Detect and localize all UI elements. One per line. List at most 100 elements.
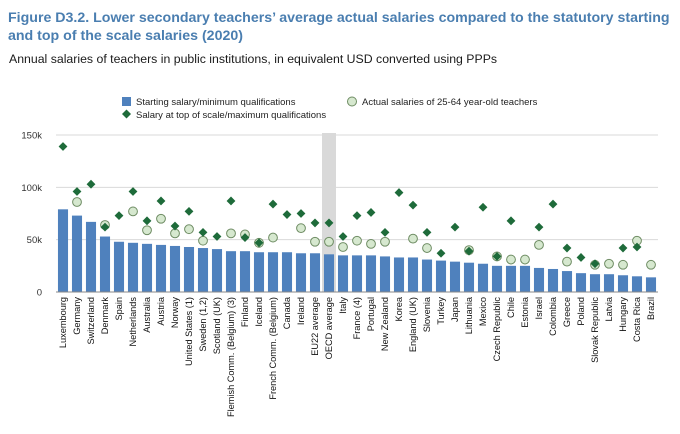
actual-salary-circle-estonia xyxy=(520,254,530,265)
chart-subtitle: Annual salaries of teachers in public in… xyxy=(9,52,498,66)
bar-eu22-average xyxy=(309,253,321,292)
bar-germany xyxy=(71,215,83,292)
x-tick-label-italy: Italy xyxy=(338,297,348,314)
actual-salary-circle-flemish-comm-belgium-3 xyxy=(226,228,236,239)
top-salary-diamond-japan xyxy=(450,222,460,232)
top-salary-diamond-switzerland xyxy=(86,179,96,189)
x-tick-label-greece: Greece xyxy=(562,297,572,327)
bar-australia xyxy=(141,243,153,292)
x-tick-label-japan: Japan xyxy=(450,297,460,322)
x-tick-label-brazil: Brazil xyxy=(646,297,656,320)
actual-salary-circle-chile xyxy=(506,254,516,265)
bar-chile xyxy=(505,265,517,292)
bar-colombia xyxy=(547,268,559,292)
top-salary-diamond-italy xyxy=(338,232,348,241)
bar-flemish-comm-belgium-3 xyxy=(225,251,237,292)
bar-french-comm-belgium xyxy=(267,252,279,292)
bar-new-zealand xyxy=(379,256,391,292)
bar-lithuania xyxy=(463,262,475,292)
top-salary-diamond-ireland xyxy=(296,209,306,218)
top-salary-diamond-sweden-1-2 xyxy=(198,227,208,237)
top-salary-diamond-costa-rica xyxy=(632,242,642,252)
chart-title: Figure D3.2. Lower secondary teachers’ a… xyxy=(8,10,670,44)
highlight-band-rect xyxy=(322,133,336,292)
actual-salary-circle-sweden-1-2 xyxy=(198,235,208,246)
top-salary-diamond-chile xyxy=(506,216,516,226)
legend-label-actual: Actual salaries of 25-64 year-old teache… xyxy=(362,97,538,108)
x-tick-label-luxembourg: Luxembourg xyxy=(58,297,68,348)
actual-salary-circle-italy xyxy=(338,242,348,252)
top-salary-diamond-french-comm-belgium xyxy=(268,199,278,209)
top-salary-diamond-austria xyxy=(156,196,166,206)
x-tick-label-iceland: Iceland xyxy=(254,297,264,327)
x-tick-label-czech-republic: Czech Republic xyxy=(492,297,502,362)
top-salary-diamond-norway xyxy=(170,221,180,231)
actual-salary-circle-new-zealand xyxy=(380,236,390,247)
y-tick-label: 100k xyxy=(21,183,42,194)
x-tick-label-chile: Chile xyxy=(506,297,516,318)
highlight-band xyxy=(322,133,336,292)
top-salary-diamond-flemish-comm-belgium-3 xyxy=(226,196,236,206)
actual-salary-circle-brazil xyxy=(646,259,656,270)
bar-switzerland xyxy=(85,221,97,292)
actual-salary-circle-ireland xyxy=(296,223,306,234)
bar-brazil xyxy=(645,277,657,292)
x-tick-label-sweden-1-2: Sweden (1,2) xyxy=(198,297,208,352)
x-tick-label-austria: Austria xyxy=(156,296,166,325)
bar-slovak-republic xyxy=(589,274,601,292)
top-salary-diamond-slovenia xyxy=(422,227,432,237)
x-tick-label-slovak-republic: Slovak Republic xyxy=(590,297,600,363)
legend-label-starting: Starting salary/minimum qualifications xyxy=(136,97,296,108)
bar-greece xyxy=(561,271,573,292)
y-axis-ticks: 0 50k 100k 150k xyxy=(21,131,42,299)
actual-salary-circle-oecd-average xyxy=(324,236,334,247)
bar-latvia xyxy=(603,274,615,292)
actual-salary-circle-netherlands xyxy=(128,206,138,217)
top-salary-diamond-hungary xyxy=(618,243,628,253)
bar-israel xyxy=(533,267,545,292)
top-salary-diamond-netherlands xyxy=(128,187,138,196)
bar-canada xyxy=(281,252,293,292)
top-salary-diamond-england-uk xyxy=(408,200,418,210)
top-salary-diamond-colombia xyxy=(548,199,558,209)
top-salary-diamond-portugal xyxy=(366,208,376,217)
x-tick-label-switzerland: Switzerland xyxy=(86,297,96,345)
actual-salary-circle-germany xyxy=(72,197,82,207)
bar-turkey xyxy=(435,260,447,292)
x-tick-label-french-comm-belgium: French Comm. (Belgium) xyxy=(268,297,278,400)
x-tick-label-finland: Finland xyxy=(240,297,250,327)
bar-hungary xyxy=(617,275,629,292)
top-salary-diamond-korea xyxy=(394,188,404,197)
actual-salary-circle-hungary xyxy=(618,259,628,270)
x-tick-label-hungary: Hungary xyxy=(618,297,628,332)
top-salary-diamond-slovak-republic xyxy=(590,259,600,269)
top-salary-diamond-oecd-average xyxy=(324,218,334,228)
bar-ireland xyxy=(295,253,307,292)
legend-bar-swatch xyxy=(122,97,131,106)
x-tick-label-germany: Germany xyxy=(72,297,82,335)
legend-diamond-swatch xyxy=(122,109,131,119)
actual-salary-circle-france-4 xyxy=(352,235,362,246)
top-salary-diamond-germany xyxy=(72,187,82,196)
bar-united-states-1 xyxy=(183,246,195,292)
x-tick-label-norway: Norway xyxy=(170,297,180,329)
top-salary-diamond-lithuania xyxy=(464,246,474,256)
x-tick-label-israel: Israel xyxy=(534,297,544,319)
top-salary-diamond-spain xyxy=(114,211,124,220)
top-salary-diamond-greece xyxy=(562,243,572,253)
actual-salary-circle-slovenia xyxy=(422,243,432,253)
actual-salary-circle-austria xyxy=(156,213,166,224)
legend-label-top: Salary at top of scale/maximum qualifica… xyxy=(136,110,326,121)
bars xyxy=(57,209,657,292)
top-salary-diamond-czech-republic xyxy=(492,252,502,261)
bar-finland xyxy=(239,251,251,292)
top-salary-diamond-luxembourg xyxy=(58,142,68,151)
actual-salary-circle-england-uk xyxy=(408,233,418,244)
top-salary-diamond-finland xyxy=(240,233,250,242)
actual-salary-circle-latvia xyxy=(604,258,614,269)
bar-netherlands xyxy=(127,242,139,292)
x-tick-label-new-zealand: New Zealand xyxy=(380,297,390,351)
markers xyxy=(58,142,656,270)
bar-costa-rica xyxy=(631,276,643,292)
